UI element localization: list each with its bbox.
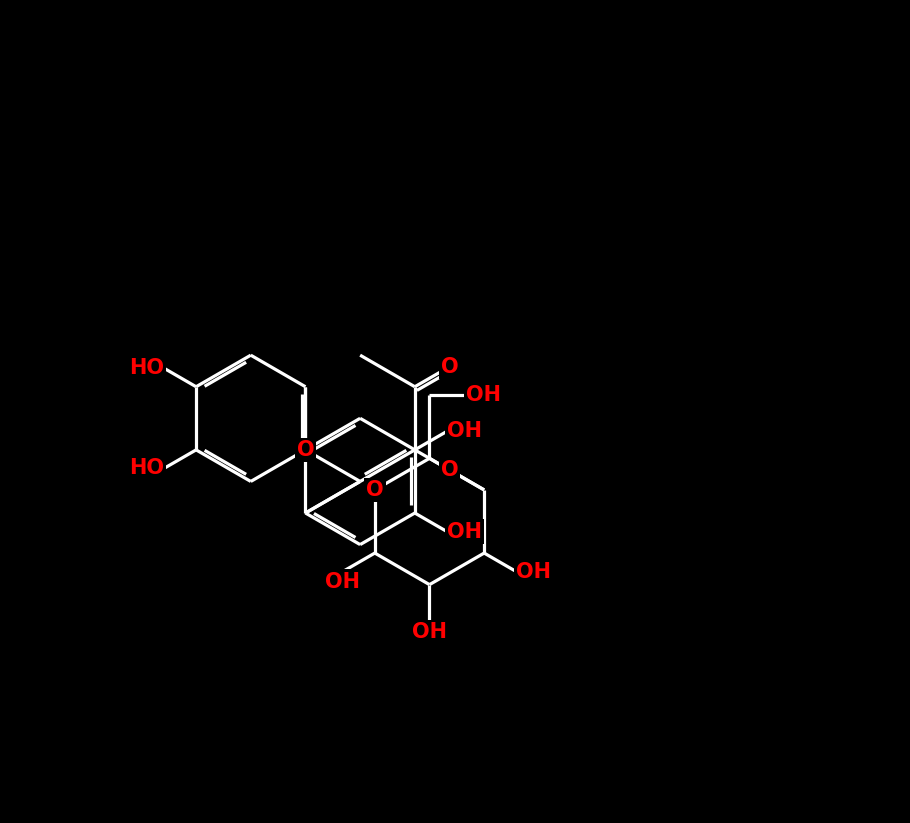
Text: O: O — [297, 439, 314, 460]
Text: O: O — [440, 460, 459, 480]
Text: HO: HO — [129, 458, 164, 478]
Text: HO: HO — [129, 358, 164, 379]
Text: O: O — [366, 480, 384, 500]
Text: OH: OH — [467, 385, 501, 405]
Text: O: O — [440, 356, 459, 377]
Text: OH: OH — [412, 621, 447, 642]
Text: OH: OH — [447, 522, 481, 542]
Text: OH: OH — [516, 561, 551, 582]
Text: OH: OH — [325, 571, 360, 592]
Text: OH: OH — [447, 421, 481, 441]
